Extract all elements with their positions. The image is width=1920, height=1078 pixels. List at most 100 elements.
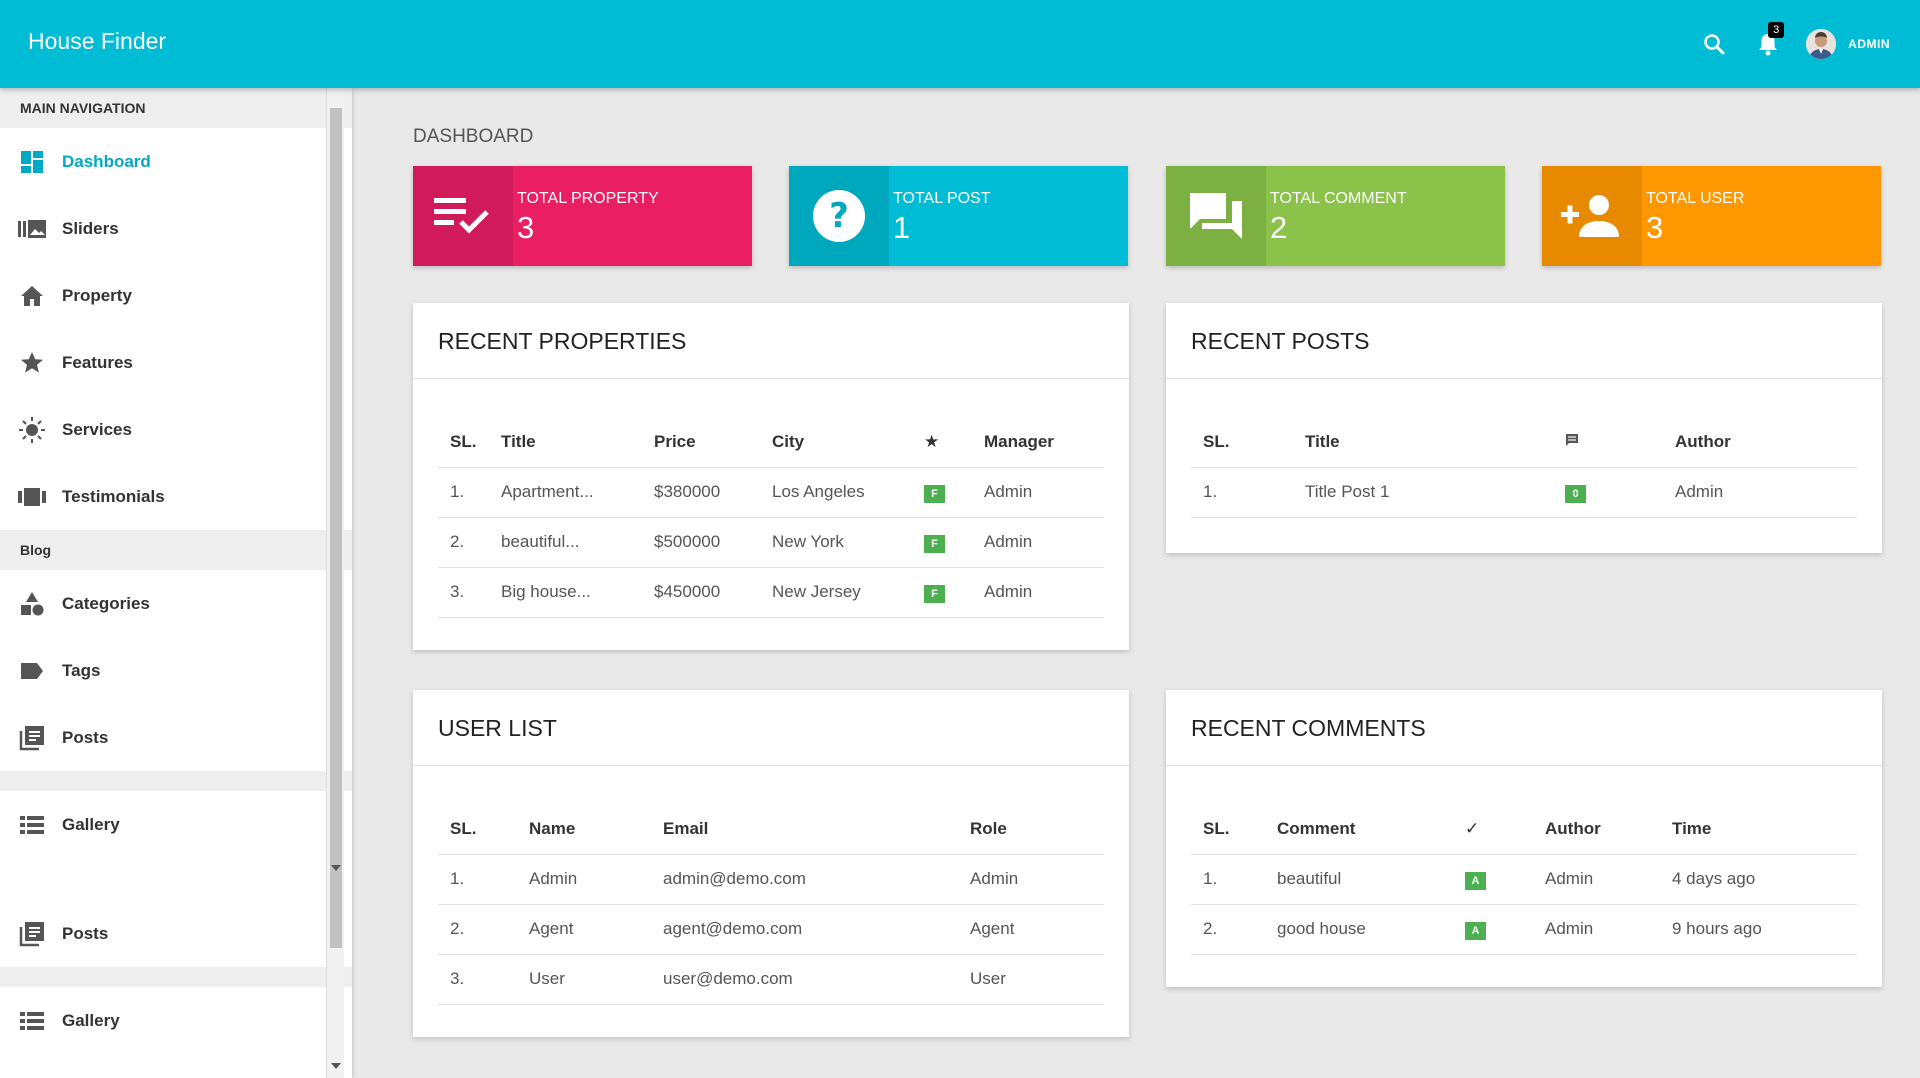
posts-icon — [18, 724, 46, 752]
cell-comment: beautiful — [1277, 854, 1465, 905]
scroll-down-arrow-icon[interactable] — [327, 1058, 345, 1074]
sidebar-item-features[interactable]: Features — [0, 329, 352, 396]
table-row[interactable]: 1. beautiful A Admin 4 days ago — [1191, 854, 1857, 905]
cell-title: Title Post 1 — [1305, 467, 1565, 518]
column-header: Manager — [984, 417, 1104, 468]
table-row[interactable]: 1. Title Post 1 0 Admin — [1191, 467, 1857, 518]
cell-name: User — [529, 954, 663, 1005]
sidebar-item-label: Posts — [62, 923, 109, 943]
cell-comments: 0 — [1565, 467, 1675, 518]
card-title: RECENT POSTS — [1166, 303, 1882, 379]
recent-posts-card: RECENT POSTS SL. Title Author 1. Title P… — [1166, 303, 1882, 553]
cell-city: New York — [772, 517, 924, 568]
table-row[interactable]: 2. beautiful... $500000 New York F Admin — [438, 517, 1104, 568]
posts-icon — [18, 920, 46, 948]
home-icon — [18, 282, 46, 310]
column-header: SL. — [438, 804, 529, 855]
cell-title: beautiful... — [501, 517, 654, 568]
stat-card-total-property[interactable]: TOTAL PROPERTY 3 — [413, 166, 752, 266]
sidebar-item-gallery[interactable]: Gallery — [0, 791, 352, 858]
table-header-row: SL. Name Email Role — [438, 804, 1104, 855]
cell-author: Admin — [1545, 904, 1672, 955]
carousel-icon — [18, 483, 46, 511]
notification-count-badge: 3 — [1768, 22, 1785, 38]
recent-properties-table: SL. Title Price City ★ Manager 1. Apartm… — [438, 417, 1104, 618]
notification-bell-icon[interactable]: 3 — [1750, 22, 1786, 62]
sidebar-item-label: Gallery — [62, 1010, 120, 1030]
sidebar-item-categories[interactable]: Categories — [0, 570, 352, 637]
stat-label: TOTAL POST — [893, 190, 991, 207]
stat-value: 3 — [1646, 210, 1664, 245]
cell-approved: A — [1465, 854, 1545, 905]
cell-sl: 3. — [438, 954, 529, 1005]
scrollbar-thumb[interactable] — [330, 108, 342, 948]
stat-card-total-user[interactable]: TOTAL USER 3 — [1542, 166, 1881, 266]
star-icon — [18, 349, 46, 377]
table-row[interactable]: 2. good house A Admin 9 hours ago — [1191, 904, 1857, 955]
cell-email: agent@demo.com — [663, 904, 970, 955]
sidebar-spacer — [0, 858, 352, 900]
user-name-label[interactable]: ADMIN — [1848, 37, 1890, 51]
sidebar-item-dashboard[interactable]: Dashboard — [0, 128, 352, 195]
sidebar-scrollbar[interactable] — [326, 88, 344, 1078]
sidebar-item-property[interactable]: Property — [0, 262, 352, 329]
forum-icon — [1166, 166, 1266, 266]
table-row[interactable]: 3. User user@demo.com User — [438, 954, 1104, 1005]
column-header: SL. — [1191, 804, 1277, 855]
cell-manager: Admin — [984, 567, 1104, 618]
sidebar-item-gallery-2[interactable]: Gallery — [0, 987, 352, 1054]
cell-city: New Jersey — [772, 567, 924, 618]
cell-author: Admin — [1545, 854, 1672, 905]
column-header: Time — [1672, 804, 1857, 855]
recent-posts-table: SL. Title Author 1. Title Post 1 0 Admin — [1191, 417, 1857, 518]
cell-time: 4 days ago — [1672, 854, 1857, 905]
cell-role: Agent — [970, 904, 1104, 955]
table-row[interactable]: 3. Big house... $450000 New Jersey F Adm… — [438, 567, 1104, 618]
stat-card-total-comment[interactable]: TOTAL COMMENT 2 — [1166, 166, 1505, 266]
nav-section-blog: Blog — [0, 530, 352, 570]
recent-comments-card: RECENT COMMENTS SL. Comment ✓ Author Tim… — [1166, 690, 1882, 987]
app-title[interactable]: House Finder — [28, 28, 167, 54]
user-list-table: SL. Name Email Role 1. Admin admin@demo.… — [438, 804, 1104, 1005]
cell-sl: 1. — [438, 854, 529, 905]
cell-featured: F — [924, 567, 984, 618]
sidebar-item-testimonials[interactable]: Testimonials — [0, 463, 352, 530]
search-icon[interactable] — [1696, 26, 1732, 62]
column-header: Comment — [1277, 804, 1465, 855]
avatar[interactable] — [1806, 29, 1837, 59]
cell-sl: 1. — [1191, 467, 1305, 518]
main-content: DASHBOARD TOTAL PROPERTY 3 ? TOTAL POST … — [352, 88, 1920, 1078]
sidebar-item-label: Property — [62, 285, 132, 305]
cell-comment: good house — [1277, 904, 1465, 955]
stat-card-total-post[interactable]: ? TOTAL POST 1 — [789, 166, 1128, 266]
stat-label: TOTAL USER — [1646, 190, 1745, 207]
sun-icon — [18, 416, 46, 444]
sidebar-item-services[interactable]: Services — [0, 396, 352, 463]
cell-manager: Admin — [984, 467, 1104, 518]
table-header-row: SL. Title Author — [1191, 417, 1857, 468]
table-row[interactable]: 1. Apartment... $380000 Los Angeles F Ad… — [438, 467, 1104, 518]
table-row[interactable]: 2. Agent agent@demo.com Agent — [438, 904, 1104, 955]
sidebar-item-posts-2[interactable]: Posts — [0, 900, 352, 967]
cell-price: $450000 — [654, 567, 772, 618]
sidebar-item-label: Features — [62, 352, 133, 372]
scroll-down-arrow-icon[interactable] — [327, 860, 345, 876]
cell-email: user@demo.com — [663, 954, 970, 1005]
list-icon — [18, 1007, 46, 1035]
card-title: RECENT PROPERTIES — [413, 303, 1129, 379]
table-row[interactable]: 1. Admin admin@demo.com Admin — [438, 854, 1104, 905]
column-header: Title — [1305, 417, 1565, 468]
star-header-icon: ★ — [924, 417, 984, 468]
sidebar-item-posts[interactable]: Posts — [0, 704, 352, 771]
sidebar-item-tags[interactable]: Tags — [0, 637, 352, 704]
approved-badge: A — [1465, 871, 1486, 890]
cell-email: admin@demo.com — [663, 854, 970, 905]
cell-price: $380000 — [654, 467, 772, 518]
sidebar-divider — [0, 967, 352, 987]
cell-name: Agent — [529, 904, 663, 955]
featured-badge: F — [924, 484, 945, 503]
sidebar-item-sliders[interactable]: Sliders — [0, 195, 352, 262]
recent-comments-table: SL. Comment ✓ Author Time 1. beautiful A… — [1191, 804, 1857, 955]
cell-role: Admin — [970, 854, 1104, 905]
cell-featured: F — [924, 517, 984, 568]
